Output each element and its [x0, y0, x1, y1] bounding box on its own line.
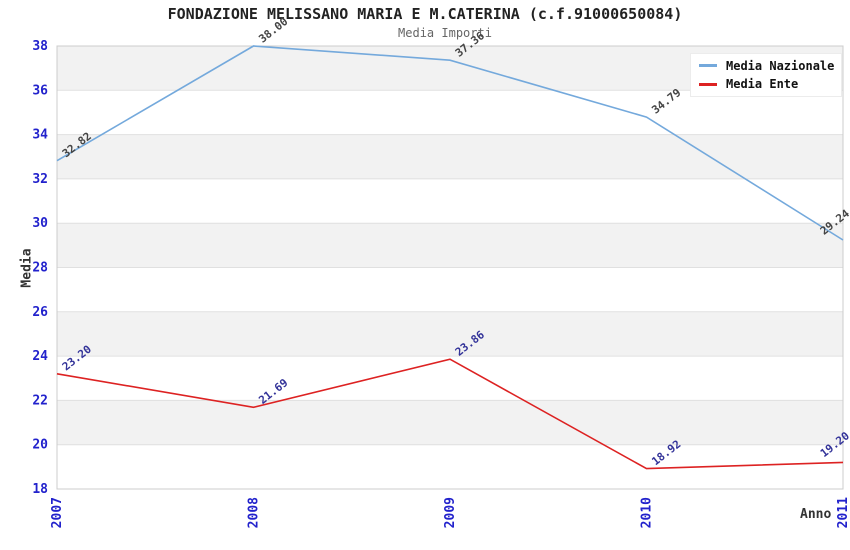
band — [57, 311, 843, 357]
y-tick-label: 36 — [32, 83, 48, 98]
y-tick-label: 30 — [32, 216, 48, 231]
band — [57, 134, 843, 179]
x-axis-label: Anno — [800, 507, 832, 522]
x-tick-label: 2007 — [50, 497, 65, 528]
band — [57, 400, 843, 445]
y-tick-label: 28 — [32, 261, 48, 276]
y-tick-label: 38 — [32, 39, 48, 54]
legend-label: Media Nazionale — [726, 58, 835, 73]
series-line-media-nazionale — [56, 45, 844, 241]
chart-subtitle: Media Importi — [398, 26, 492, 40]
y-tick-label: 32 — [32, 172, 48, 187]
y-axis-label: Media — [19, 248, 35, 288]
legend-item-media-nazionale: Media Nazionale — [699, 59, 841, 73]
media-nazionale-line-swatch — [699, 64, 717, 68]
y-tick-label: 18 — [32, 482, 48, 497]
y-tick-label: 34 — [32, 128, 48, 143]
media-ente-line-swatch — [699, 82, 717, 86]
x-tick-label: 2008 — [247, 497, 262, 528]
y-tick-label: 22 — [32, 393, 48, 408]
legend-label: Media Ente — [726, 77, 799, 92]
band — [57, 223, 843, 268]
x-tick-label: 2010 — [640, 497, 655, 528]
y-tick-label: 20 — [32, 438, 48, 453]
point-label-media-nazionale: 38.00 — [256, 15, 290, 46]
y-tick-label: 26 — [32, 305, 48, 320]
x-tick-label: 2009 — [443, 497, 458, 528]
y-tick-label: 24 — [32, 349, 48, 364]
legend-item-media-ente: Media Ente — [699, 77, 841, 91]
chart-title: FONDAZIONE MELISSANO MARIA E M.CATERINA … — [167, 5, 683, 23]
series-line-media-ente — [56, 358, 844, 470]
plot-border — [56, 45, 844, 490]
legend: Media Nazionale Media Ente — [690, 53, 842, 97]
x-tick-label: 2011 — [836, 497, 850, 528]
